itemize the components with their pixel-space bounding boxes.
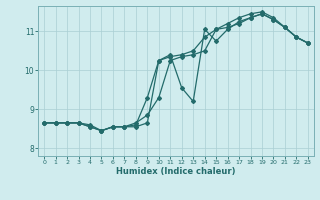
X-axis label: Humidex (Indice chaleur): Humidex (Indice chaleur) [116, 167, 236, 176]
